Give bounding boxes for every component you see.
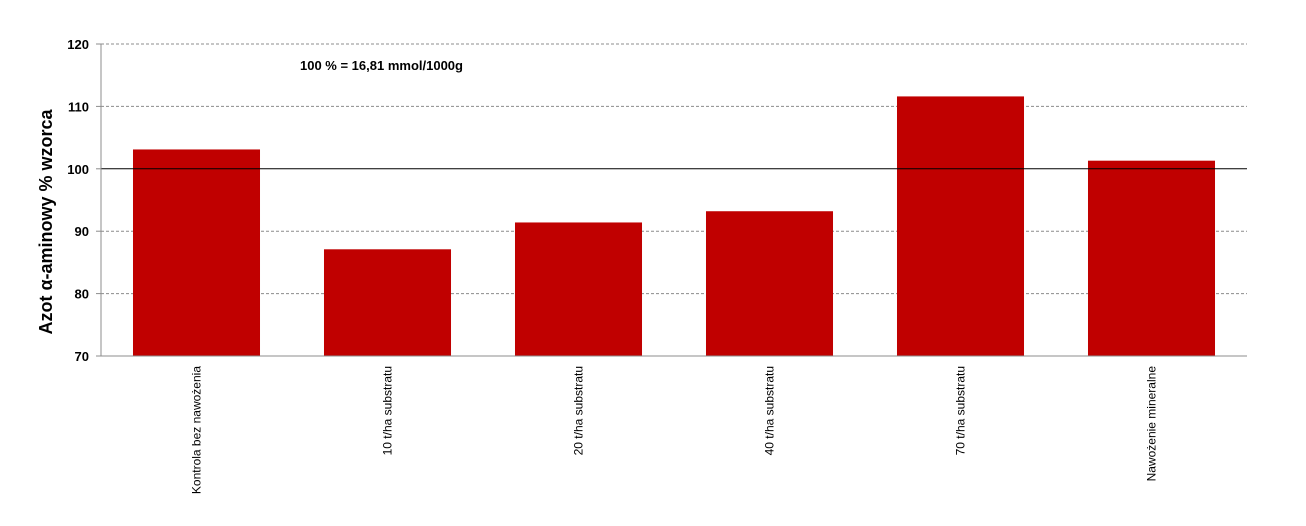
y-tick-label: 110 <box>68 99 89 114</box>
x-tick-label: 20 t/ha substratu <box>572 366 586 455</box>
bars <box>132 96 1216 356</box>
axes <box>96 43 1247 357</box>
x-tick-label: 40 t/ha substratu <box>763 366 777 455</box>
bar <box>514 222 643 356</box>
y-tick-label: 70 <box>75 349 89 364</box>
x-tick-label: 70 t/ha substratu <box>954 366 968 455</box>
bar <box>132 149 261 356</box>
bar <box>705 211 834 356</box>
y-tick-label: 80 <box>75 287 89 302</box>
bar <box>323 249 452 356</box>
chart-annotation: 100 % = 16,81 mmol/1000g <box>300 58 463 73</box>
bar <box>896 96 1025 356</box>
x-tick-label: Nawożenie mineralne <box>1145 366 1159 482</box>
x-tick-label: Kontrola bez nawożenia <box>190 366 204 494</box>
x-tick-labels: Kontrola bez nawożenia 10 t/ha substratu 2… <box>190 366 1159 494</box>
y-tick-label: 120 <box>67 37 89 52</box>
bar <box>1087 160 1216 356</box>
y-tick-label: 90 <box>75 224 89 239</box>
y-tick-label: 100 <box>67 162 89 177</box>
y-tick-labels: 70 80 90 100 110 120 <box>67 37 89 364</box>
y-axis-title: Azot α-aminowy % wzorca <box>36 108 56 334</box>
gridlines <box>101 43 1247 295</box>
x-tick-label: 10 t/ha substratu <box>381 366 395 455</box>
